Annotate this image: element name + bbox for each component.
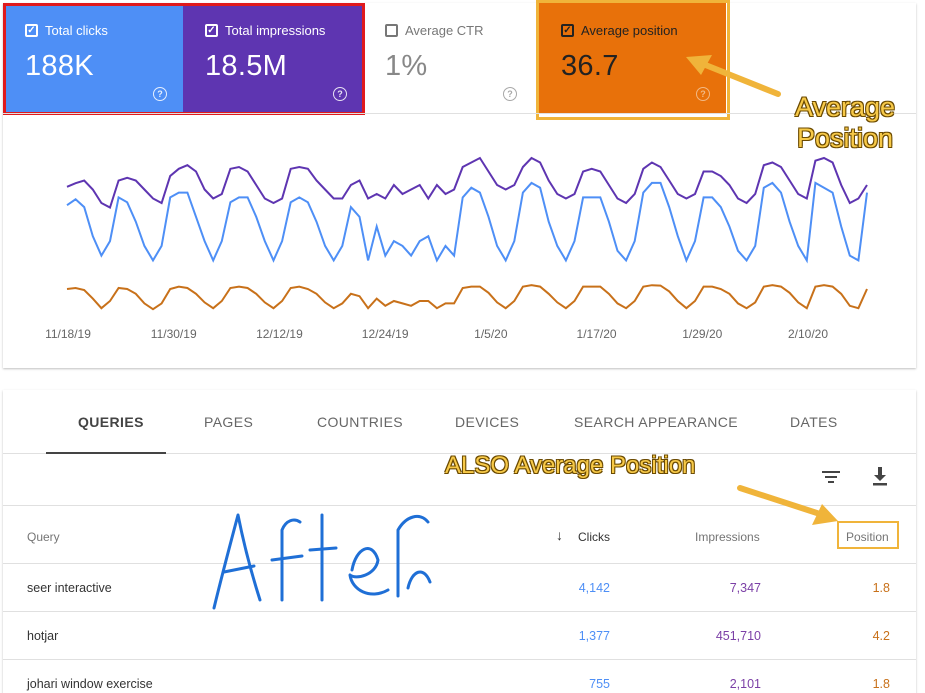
- metric-average-position[interactable]: ✓ Average position 36.7 ?: [539, 3, 726, 113]
- metric-value: 18.5M: [205, 50, 288, 82]
- table-row[interactable]: hotjar 1,377 451,710 4.2: [3, 612, 916, 660]
- x-tick-label: 11/30/19: [151, 327, 197, 341]
- tab-countries[interactable]: COUNTRIES: [317, 414, 404, 430]
- cell-query: johari window exercise: [27, 677, 153, 691]
- column-header-position[interactable]: Position: [846, 530, 889, 544]
- checkbox-checked-icon[interactable]: ✓: [25, 24, 38, 37]
- cell-position: 1.8: [872, 581, 890, 595]
- cell-clicks: 755: [589, 677, 610, 691]
- cell-clicks: 1,377: [578, 629, 610, 643]
- series-line-average-position: [66, 284, 868, 311]
- metric-total-impressions[interactable]: ✓ Total impressions 18.5M ?: [183, 3, 363, 113]
- help-icon[interactable]: ?: [333, 87, 347, 101]
- table-row[interactable]: seer interactive 4,142 7,347 1.8: [3, 564, 916, 612]
- sort-arrow-down-icon[interactable]: ↓: [556, 527, 563, 543]
- x-tick-label: 1/17/20: [577, 327, 617, 341]
- tab-pages[interactable]: PAGES: [204, 414, 254, 430]
- cell-position: 1.8: [872, 677, 890, 691]
- help-icon[interactable]: ?: [153, 87, 167, 101]
- cell-impressions: 2,101: [729, 677, 761, 691]
- checkbox-checked-icon[interactable]: ✓: [561, 24, 574, 37]
- metric-average-ctr[interactable]: Average CTR 1% ?: [363, 3, 533, 113]
- tab-search-appearance[interactable]: SEARCH APPEARANCE: [574, 414, 738, 430]
- tab-devices[interactable]: DEVICES: [455, 414, 520, 430]
- series-line-total-clicks: [66, 181, 868, 264]
- x-tick-label: 1/29/20: [682, 327, 722, 341]
- table-header-row: Query ↓ Clicks Impressions Position: [3, 506, 916, 564]
- x-tick-label: 2/10/20: [788, 327, 828, 341]
- checkbox-unchecked-icon[interactable]: [385, 24, 398, 37]
- cell-impressions: 451,710: [715, 629, 761, 643]
- performance-card: ✓ Total clicks 188K ? ✓ Total impression…: [3, 0, 916, 368]
- metric-label: Total clicks: [45, 23, 108, 38]
- active-tab-indicator: [46, 452, 166, 454]
- column-header-query[interactable]: Query: [27, 530, 60, 544]
- metric-label: Average CTR: [405, 23, 484, 38]
- cell-impressions: 7,347: [729, 581, 761, 595]
- column-header-impressions[interactable]: Impressions: [695, 530, 760, 544]
- results-table-card: QUERIES PAGES COUNTRIES DEVICES SEARCH A…: [3, 390, 916, 693]
- metric-value: 36.7: [561, 50, 619, 82]
- tab-queries[interactable]: QUERIES: [78, 414, 144, 430]
- filter-icon[interactable]: [822, 469, 840, 485]
- performance-chart: 11/18/19 11/30/19 12/12/19 12/24/19 1/5/20 1/…: [45, 156, 868, 341]
- divider: [3, 113, 916, 114]
- download-icon[interactable]: [871, 467, 889, 487]
- metric-value: 1%: [385, 50, 428, 82]
- cell-query: hotjar: [27, 629, 59, 643]
- table-toolbar: [3, 454, 916, 506]
- column-header-clicks[interactable]: Clicks: [578, 530, 610, 544]
- dimension-tabs: QUERIES PAGES COUNTRIES DEVICES SEARCH A…: [3, 390, 916, 454]
- x-tick-label: 1/5/20: [474, 327, 508, 341]
- metric-value: 188K: [25, 50, 94, 82]
- x-tick-label: 12/12/19: [256, 327, 303, 341]
- annotation-average-position: Average Position: [794, 92, 896, 153]
- metric-total-clicks[interactable]: ✓ Total clicks 188K ?: [3, 3, 183, 113]
- metric-label: Average position: [581, 23, 678, 38]
- x-tick-label: 12/24/19: [362, 327, 409, 341]
- tab-dates[interactable]: DATES: [790, 414, 838, 430]
- annotation-also-average-position: ALSO Average Position: [445, 452, 696, 479]
- metric-label: Total impressions: [225, 23, 326, 38]
- cell-query: seer interactive: [27, 581, 112, 595]
- x-tick-label: 11/18/19: [45, 327, 91, 341]
- cell-clicks: 4,142: [578, 581, 610, 595]
- help-icon[interactable]: ?: [503, 87, 517, 101]
- table-row[interactable]: johari window exercise 755 2,101 1.8: [3, 660, 916, 693]
- series-line-total-impressions: [66, 156, 868, 209]
- annotation-position-box: [837, 521, 899, 549]
- cell-position: 4.2: [872, 629, 890, 643]
- checkbox-checked-icon[interactable]: ✓: [205, 24, 218, 37]
